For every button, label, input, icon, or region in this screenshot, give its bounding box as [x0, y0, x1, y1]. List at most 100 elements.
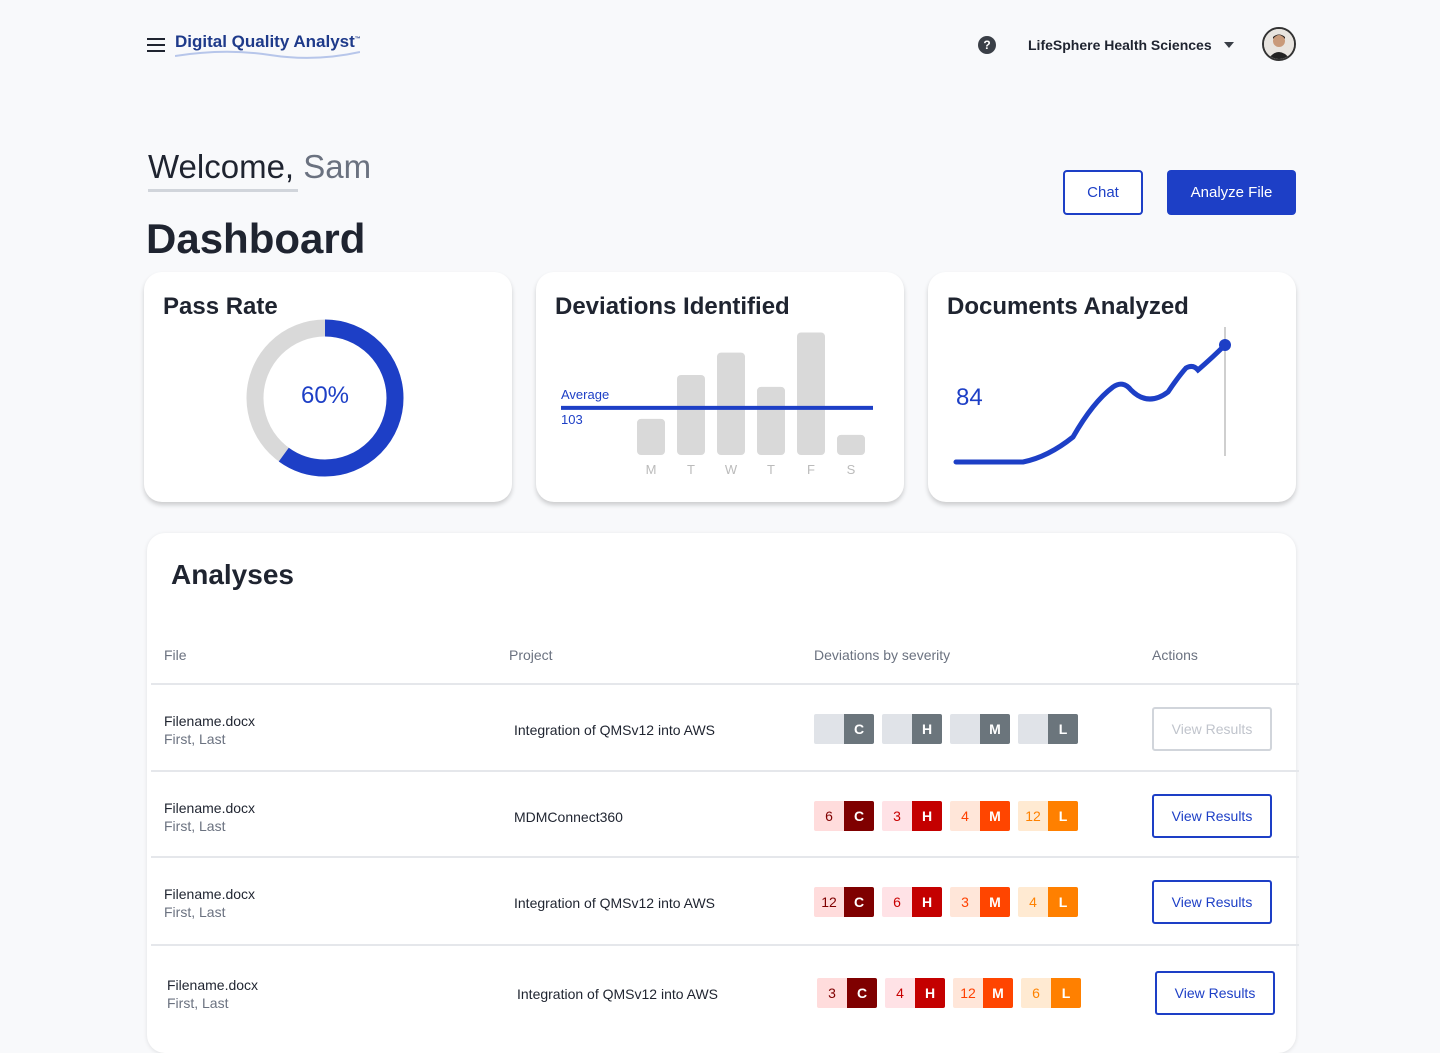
severity-letter: C	[847, 977, 877, 1008]
pass-rate-donut	[246, 319, 404, 477]
severity-M-badge: 12 M	[953, 977, 1013, 1008]
chevron-down-icon[interactable]	[1224, 42, 1234, 48]
table-row: Filename.docx First, Last Integration of…	[151, 856, 1299, 942]
severity-count: 3	[882, 800, 912, 831]
severity-count: 6	[882, 887, 912, 917]
card-title: Pass Rate	[163, 293, 278, 320]
column-header-project: Project	[509, 647, 553, 663]
author: First, Last	[167, 994, 229, 1011]
app-logo[interactable]: Digital Quality Analyst™	[175, 32, 361, 59]
bar	[757, 386, 785, 455]
average-label: Average	[561, 387, 610, 402]
trademark: ™	[354, 36, 361, 43]
severity-letter: M	[983, 977, 1013, 1008]
file-name[interactable]: Filename.docx	[164, 799, 256, 816]
severity-count: 3	[817, 977, 847, 1008]
bar	[837, 434, 865, 455]
x-tick-label: F	[807, 462, 815, 477]
bar	[797, 332, 825, 455]
severity-letter: C	[844, 887, 874, 917]
pass-rate-card: Pass Rate 60%	[144, 272, 512, 502]
severity-H-badge: H	[882, 714, 942, 744]
severity-count: 6	[1021, 977, 1051, 1008]
severity-badges: 3 C 4 H 12 M 6 L	[817, 977, 1081, 1008]
average-value: 103	[561, 412, 583, 427]
menu-icon[interactable]	[147, 38, 165, 52]
view-results-button[interactable]: View Results	[1152, 707, 1272, 751]
view-results-button[interactable]: View Results	[1152, 793, 1272, 838]
severity-M-badge: M	[950, 714, 1010, 744]
bar	[637, 418, 665, 455]
severity-badges: 12 C 6 H 3 M 4 L	[814, 887, 1078, 917]
table-row: Filename.docx First, Last Integration of…	[151, 683, 1299, 769]
project-name: Integration of QMSv12 into AWS	[514, 895, 716, 911]
x-tick-label: T	[687, 462, 695, 477]
greeting: Welcome,	[148, 148, 295, 185]
view-results-button[interactable]: View Results	[1152, 880, 1272, 924]
logo-wave-icon	[175, 50, 360, 59]
author: First, Last	[164, 904, 226, 920]
severity-count: 3	[950, 887, 980, 917]
severity-count	[950, 714, 980, 744]
x-tick-label: M	[646, 462, 657, 477]
x-tick-label: T	[767, 462, 775, 477]
severity-count: 4	[1018, 887, 1048, 917]
avatar[interactable]	[1262, 27, 1296, 61]
org-selector[interactable]: LifeSphere Health Sciences	[1028, 37, 1212, 53]
page-title: Dashboard	[146, 215, 366, 262]
severity-letter: M	[980, 714, 1010, 744]
documents-card: Documents Analyzed 84	[928, 272, 1296, 502]
documents-line-chart	[953, 327, 1231, 465]
column-header-severity: Deviations by severity	[814, 647, 951, 663]
table-row: Filename.docx First, Last Integration of…	[151, 943, 1299, 1030]
file-name[interactable]: Filename.docx	[167, 976, 259, 993]
severity-count	[882, 714, 912, 744]
author: First, Last	[164, 817, 226, 834]
app-name: Digital Quality Analyst	[175, 32, 355, 51]
severity-count: 4	[885, 977, 915, 1008]
severity-count: 4	[950, 800, 980, 831]
severity-letter: C	[844, 800, 874, 831]
severity-L-badge: L	[1018, 714, 1078, 744]
author: First, Last	[164, 731, 226, 747]
severity-C-badge: C	[814, 714, 874, 744]
column-header-actions: Actions	[1152, 647, 1198, 663]
help-icon[interactable]: ?	[978, 36, 996, 54]
chat-button[interactable]: Chat	[1063, 170, 1143, 215]
severity-letter: H	[915, 977, 945, 1008]
view-results-button[interactable]: View Results	[1155, 970, 1275, 1015]
card-title: Deviations Identified	[555, 293, 790, 320]
severity-count: 12	[1018, 800, 1048, 831]
pass-rate-value: 60%	[300, 382, 350, 409]
severity-L-badge: 12 L	[1018, 800, 1078, 831]
project-name: Integration of QMSv12 into AWS	[514, 722, 716, 738]
project-name: Integration of QMSv12 into AWS	[517, 985, 719, 1002]
severity-letter: H	[912, 714, 942, 744]
welcome-text: Welcome, Sam	[148, 148, 371, 186]
file-name[interactable]: Filename.docx	[164, 713, 256, 729]
severity-letter: M	[980, 800, 1010, 831]
severity-letter: L	[1048, 887, 1078, 917]
severity-letter: L	[1051, 977, 1081, 1008]
analyses-table: Analyses File Project Deviations by seve…	[147, 533, 1299, 1053]
severity-count: 12	[814, 887, 844, 917]
bar	[677, 375, 705, 455]
file-name[interactable]: Filename.docx	[164, 886, 256, 902]
severity-letter: L	[1048, 714, 1078, 744]
card-title: Documents Analyzed	[947, 293, 1189, 320]
severity-C-badge: 12 C	[814, 887, 874, 917]
bar	[717, 352, 745, 455]
severity-count: 6	[814, 800, 844, 831]
analyze-file-button[interactable]: Analyze File	[1167, 170, 1296, 215]
